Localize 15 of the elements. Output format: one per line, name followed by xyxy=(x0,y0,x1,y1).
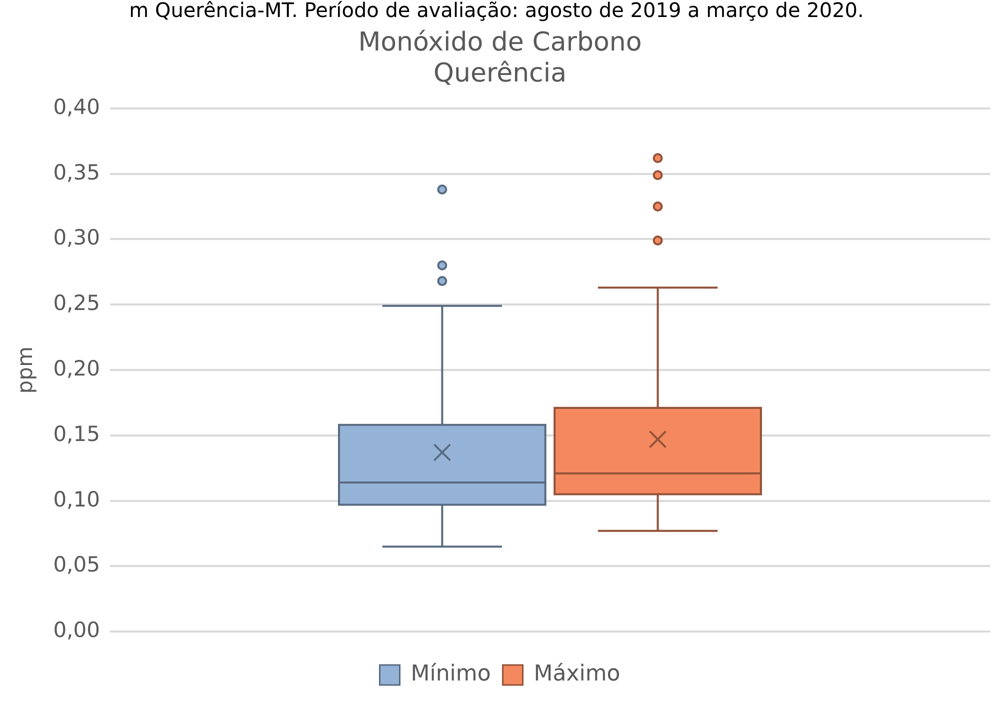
legend-label: Máximo xyxy=(534,662,620,687)
y-tick-label: 0,00 xyxy=(53,618,100,642)
y-tick-label: 0,35 xyxy=(53,160,100,184)
y-tick-label: 0,05 xyxy=(53,552,100,577)
y-axis-title: ppm xyxy=(13,346,38,394)
y-tick-label: 0,40 xyxy=(53,94,100,119)
y-tick-label: 0,10 xyxy=(53,487,100,512)
chart-subtitle: Querência xyxy=(434,58,566,89)
chart-title: Monóxido de Carbono xyxy=(358,27,642,58)
text: m Querência-MT. Período de avaliação: agosto de 2019 a março de 2020. xyxy=(129,0,864,22)
y-tick-label: 0,25 xyxy=(53,291,100,316)
y-tick-label: 0,20 xyxy=(53,356,100,380)
y-tick-label: 0,15 xyxy=(53,422,100,446)
y-tick-label: 0,30 xyxy=(53,226,100,250)
legend-label: Mínimo xyxy=(410,662,491,687)
